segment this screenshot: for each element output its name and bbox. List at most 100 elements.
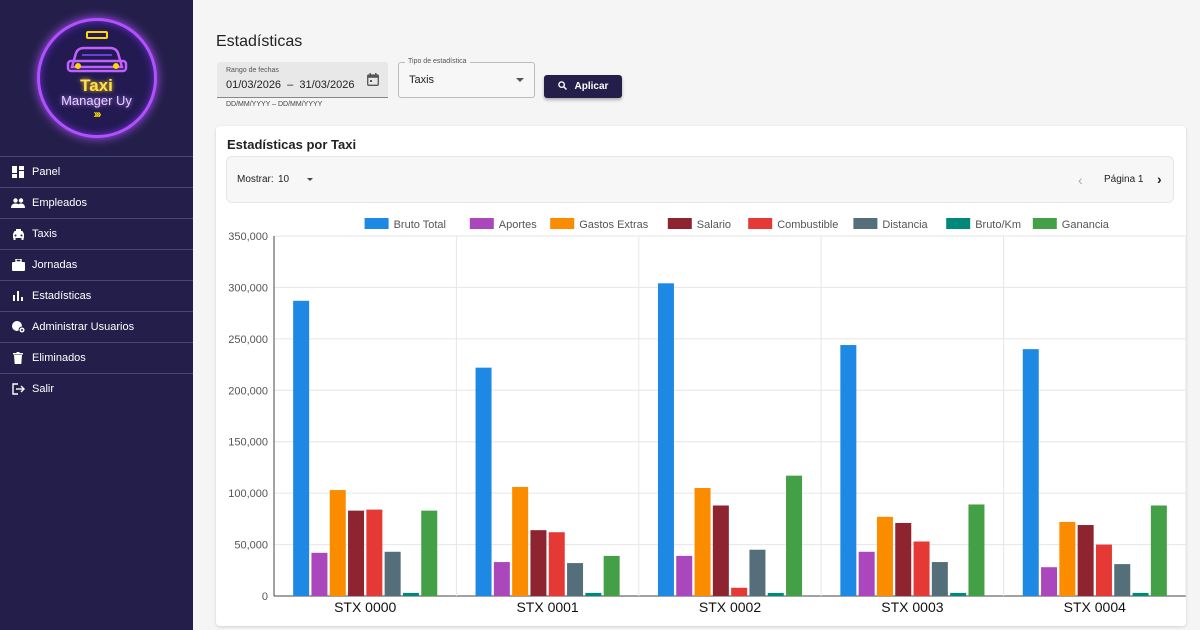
bar: [475, 367, 492, 596]
bar: [1150, 505, 1167, 596]
legend-swatch: [364, 218, 389, 229]
sidebar-item-eliminados[interactable]: Eliminados: [0, 342, 193, 373]
sidebar-item-administrar-usuarios[interactable]: Administrar Usuarios: [0, 311, 193, 342]
next-page-icon[interactable]: ›: [1157, 171, 1162, 187]
taxi-sign-icon: [85, 31, 108, 39]
stat-type-label: Tipo de estadística: [405, 58, 470, 65]
show-label: Mostrar:: [237, 174, 274, 185]
bar: [1059, 521, 1076, 596]
legend-label: Ganancia: [1062, 219, 1110, 231]
legend-swatch: [469, 218, 494, 229]
bar-chart-icon: [11, 289, 25, 303]
legend-swatch: [667, 218, 692, 229]
sidebar-item-taxis[interactable]: Taxis: [0, 218, 193, 249]
stats-card: Estadísticas por Taxi Mostrar: 10 ‹ Pági…: [216, 126, 1186, 626]
x-tick-label: STX 0002: [699, 599, 761, 615]
date-range-label: Rango de fechas: [226, 67, 279, 74]
sidebar-item-label: Estadísticas: [32, 290, 92, 302]
y-tick-label: 50,000: [234, 540, 268, 552]
x-tick-label: STX 0003: [881, 599, 943, 615]
logo-title: Taxi: [80, 76, 113, 95]
sidebar: Taxi Manager Uy ››› Panel Empleados Taxi…: [0, 0, 193, 630]
date-range-value[interactable]: 01/03/2026 – 31/03/2026: [226, 79, 355, 91]
bar: [712, 505, 729, 596]
card-title: Estadísticas por Taxi: [227, 137, 357, 152]
bar: [311, 552, 328, 596]
page-indicator: Página 1: [1104, 174, 1144, 185]
dashboard-icon: [11, 165, 25, 179]
bar: [657, 283, 674, 596]
show-dropdown-arrow-icon[interactable]: [307, 178, 313, 181]
y-tick-label: 350,000: [228, 231, 268, 243]
stat-type-select[interactable]: Tipo de estadística Taxis: [398, 58, 535, 98]
calendar-icon[interactable]: [367, 73, 379, 91]
bar: [493, 562, 510, 596]
bar: [767, 592, 784, 596]
legend-label: Gastos Extras: [579, 219, 649, 231]
apply-button[interactable]: Aplicar: [544, 75, 622, 98]
bar: [895, 522, 912, 596]
bar: [603, 555, 620, 596]
legend-label: Aportes: [499, 219, 537, 231]
sidebar-item-panel[interactable]: Panel: [0, 156, 193, 187]
app-logo: Taxi Manager Uy ›››: [36, 18, 157, 138]
chart-toolbar: Mostrar: 10 ‹ Página 1 ›: [226, 156, 1174, 203]
y-tick-label: 200,000: [228, 385, 268, 397]
y-tick-label: 300,000: [228, 282, 268, 294]
bar: [1077, 525, 1094, 596]
bar: [858, 551, 875, 596]
sidebar-item-label: Salir: [32, 383, 55, 395]
bar: [840, 345, 857, 596]
legend-label: Combustible: [777, 219, 838, 231]
logout-icon: [11, 382, 25, 396]
bar: [676, 555, 693, 596]
bar: [567, 563, 584, 596]
y-tick-label: 250,000: [228, 334, 268, 346]
bar: [384, 551, 401, 596]
date-range-field[interactable]: Rango de fechas 01/03/2026 – 31/03/2026: [217, 62, 388, 98]
search-icon: [557, 80, 567, 93]
taxi-icon: [11, 227, 25, 241]
sidebar-item-salir[interactable]: Salir: [0, 373, 193, 404]
logo-area: Taxi Manager Uy ›››: [0, 0, 193, 156]
legend-swatch: [853, 218, 878, 229]
y-tick-label: 0: [262, 591, 268, 603]
bar: [1041, 567, 1058, 596]
sidebar-item-label: Eliminados: [32, 352, 86, 364]
y-tick-label: 100,000: [228, 488, 268, 500]
sidebar-item-label: Administrar Usuarios: [32, 321, 135, 333]
bar: [913, 541, 930, 596]
x-tick-label: STX 0000: [334, 599, 396, 615]
legend-swatch: [550, 218, 575, 229]
bar: [421, 510, 438, 596]
bar: [931, 562, 948, 596]
admin-user-icon: [11, 320, 25, 334]
bar: [366, 509, 383, 596]
bar: [512, 486, 529, 596]
bar: [1095, 544, 1112, 596]
legend-swatch: [748, 218, 773, 229]
bar: [694, 488, 711, 596]
sidebar-item-label: Jornadas: [32, 259, 78, 271]
sidebar-item-jornadas[interactable]: Jornadas: [0, 249, 193, 280]
legend-swatch: [946, 218, 971, 229]
legend-label: Salario: [697, 219, 731, 231]
bar: [329, 490, 346, 596]
bar: [548, 532, 565, 596]
bar: [585, 592, 602, 596]
show-count-select[interactable]: 10: [278, 174, 290, 185]
bar: [530, 530, 547, 596]
bar: [348, 510, 365, 596]
people-icon: [11, 196, 25, 210]
sidebar-item-label: Panel: [32, 166, 61, 178]
prev-page-icon[interactable]: ‹: [1078, 172, 1083, 188]
sidebar-item-estadisticas[interactable]: Estadísticas: [0, 280, 193, 311]
sidebar-item-empleados[interactable]: Empleados: [0, 187, 193, 218]
bar: [876, 516, 893, 596]
apply-button-label: Aplicar: [574, 81, 609, 92]
sidebar-item-label: Empleados: [32, 197, 88, 209]
legend-label: Distancia: [882, 219, 928, 231]
page-title: Estadísticas: [216, 33, 303, 50]
bar: [1132, 592, 1149, 596]
legend-swatch: [1032, 218, 1057, 229]
